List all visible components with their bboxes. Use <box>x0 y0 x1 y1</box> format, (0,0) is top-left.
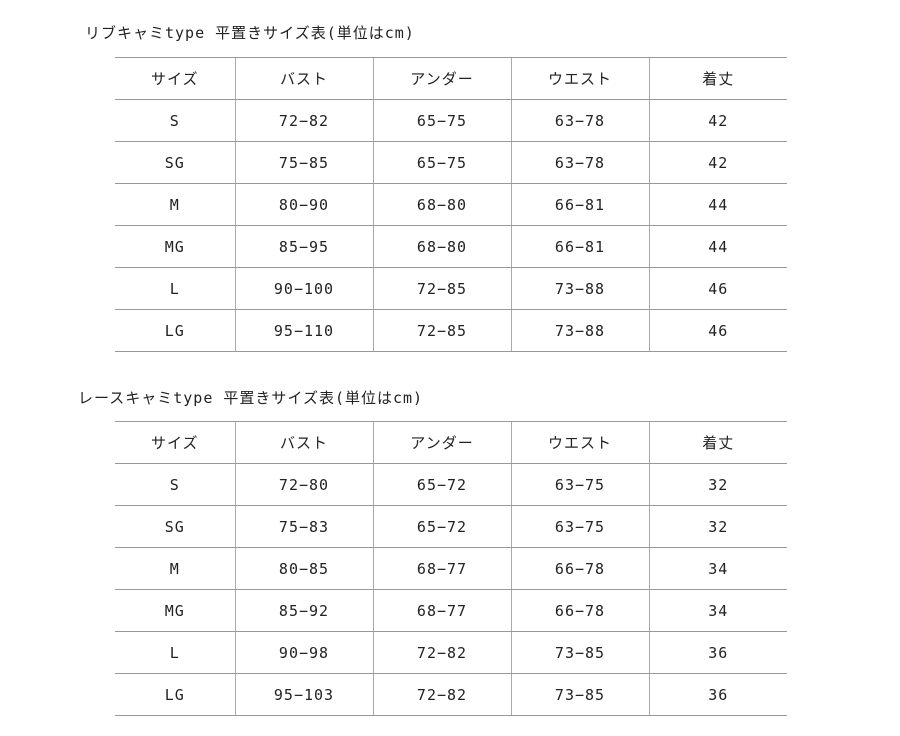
table-row: L 90−100 72−85 73−88 46 <box>115 267 787 310</box>
table-cell: 34 <box>648 589 787 632</box>
table-row: MG 85−95 68−80 66−81 44 <box>115 225 787 268</box>
table-cell: 68−80 <box>372 225 511 268</box>
table-cell: 63−78 <box>510 99 649 142</box>
table-cell: 80−90 <box>234 183 373 226</box>
table-row: S 72−82 65−75 63−78 42 <box>115 99 787 142</box>
table-cell: 66−81 <box>510 225 649 268</box>
table-cell: 66−78 <box>510 589 649 632</box>
table-row: MG 85−92 68−77 66−78 34 <box>115 589 787 632</box>
table-cell: 66−78 <box>510 547 649 590</box>
table-cell: 63−75 <box>510 463 649 506</box>
table-cell: S <box>115 463 235 506</box>
table-cell: 72−80 <box>234 463 373 506</box>
table-cell: L <box>115 267 235 310</box>
table-row: M 80−85 68−77 66−78 34 <box>115 547 787 590</box>
table-row: SG 75−83 65−72 63−75 32 <box>115 505 787 548</box>
table-cell: 44 <box>648 183 787 226</box>
table-cell: 34 <box>648 547 787 590</box>
table-cell: 73−88 <box>510 267 649 310</box>
table-cell: 68−77 <box>372 589 511 632</box>
table-row: LG 95−103 72−82 73−85 36 <box>115 673 787 716</box>
table-cell: 80−85 <box>234 547 373 590</box>
table-cell: LG <box>115 673 235 716</box>
table-cell: 72−85 <box>372 267 511 310</box>
column-header: サイズ <box>115 57 235 100</box>
column-header: ウエスト <box>510 57 649 100</box>
table-cell: SG <box>115 505 235 548</box>
table-cell: 63−78 <box>510 141 649 184</box>
table-cell: 68−80 <box>372 183 511 226</box>
table-cell: M <box>115 183 235 226</box>
table-title: リブキャミtype 平置きサイズ表(単位はcm) <box>85 24 415 42</box>
table-cell: 72−85 <box>372 309 511 352</box>
table-cell: 44 <box>648 225 787 268</box>
column-header: バスト <box>234 421 373 464</box>
column-header: ウエスト <box>510 421 649 464</box>
table-cell: 36 <box>648 631 787 674</box>
table-row: SG 75−85 65−75 63−78 42 <box>115 141 787 184</box>
table-cell: 75−85 <box>234 141 373 184</box>
table-cell: 32 <box>648 463 787 506</box>
table-cell: 42 <box>648 99 787 142</box>
table-cell: 75−83 <box>234 505 373 548</box>
column-header: バスト <box>234 57 373 100</box>
table-cell: 72−82 <box>372 631 511 674</box>
column-header: 着丈 <box>648 57 787 100</box>
table-cell: 65−75 <box>372 99 511 142</box>
table-cell: SG <box>115 141 235 184</box>
column-header: サイズ <box>115 421 235 464</box>
table-row: LG 95−110 72−85 73−88 46 <box>115 309 787 352</box>
table-cell: 73−88 <box>510 309 649 352</box>
table-row: S 72−80 65−72 63−75 32 <box>115 463 787 506</box>
column-header: アンダー <box>372 57 511 100</box>
table-cell: 65−75 <box>372 141 511 184</box>
table-cell: 90−98 <box>234 631 373 674</box>
table-cell: 63−75 <box>510 505 649 548</box>
table-cell: 73−85 <box>510 673 649 716</box>
table-cell: 65−72 <box>372 463 511 506</box>
header-row: サイズ バスト アンダー ウエスト 着丈 <box>115 421 787 464</box>
table-cell: MG <box>115 225 235 268</box>
table-cell: 73−85 <box>510 631 649 674</box>
table-cell: 85−92 <box>234 589 373 632</box>
table-cell: 68−77 <box>372 547 511 590</box>
table-row: L 90−98 72−82 73−85 36 <box>115 631 787 674</box>
table-cell: S <box>115 99 235 142</box>
table-cell: 32 <box>648 505 787 548</box>
table-cell: 95−110 <box>234 309 373 352</box>
table-cell: 36 <box>648 673 787 716</box>
table-title: レースキャミtype 平置きサイズ表(単位はcm) <box>78 389 424 407</box>
table-cell: 95−103 <box>234 673 373 716</box>
column-header: 着丈 <box>648 421 787 464</box>
column-header: アンダー <box>372 421 511 464</box>
table-cell: MG <box>115 589 235 632</box>
table-cell: 90−100 <box>234 267 373 310</box>
table-cell: 72−82 <box>372 673 511 716</box>
table-cell: 72−82 <box>234 99 373 142</box>
table-row: M 80−90 68−80 66−81 44 <box>115 183 787 226</box>
table-cell: 46 <box>648 309 787 352</box>
table-cell: 66−81 <box>510 183 649 226</box>
table-cell: 42 <box>648 141 787 184</box>
header-row: サイズ バスト アンダー ウエスト 着丈 <box>115 57 787 100</box>
table-cell: L <box>115 631 235 674</box>
size-table: サイズ バスト アンダー ウエスト 着丈 S 72−82 65−75 63−78 42 SG 75−8… <box>115 57 787 352</box>
table-cell: LG <box>115 309 235 352</box>
size-table: サイズ バスト アンダー ウエスト 着丈 S 72−80 65−72 63−75 32 SG 75−8… <box>115 421 787 716</box>
table-cell: 85−95 <box>234 225 373 268</box>
table-cell: 46 <box>648 267 787 310</box>
table-cell: 65−72 <box>372 505 511 548</box>
table-cell: M <box>115 547 235 590</box>
